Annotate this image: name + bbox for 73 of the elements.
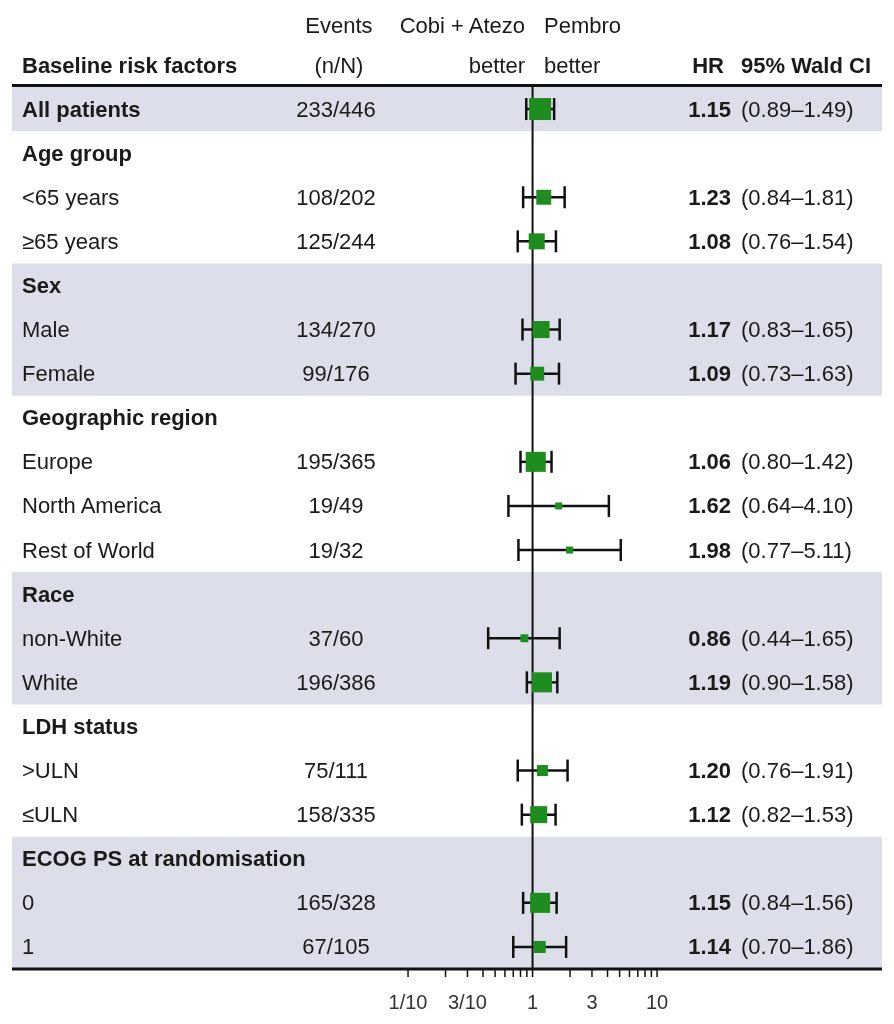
annotation: 1.62 <box>688 493 731 519</box>
annotation: 1.14 <box>688 934 732 960</box>
annotation: 19/32 <box>308 537 364 563</box>
y-tick-label: North America <box>22 493 163 519</box>
text: Pembro better <box>544 12 623 80</box>
annotation: (0.70–1.86) <box>741 934 854 960</box>
annotation: 1.12 <box>688 802 731 828</box>
annotation: 37/60 <box>308 625 364 651</box>
annotation: (0.76–1.91) <box>741 758 854 784</box>
annotation: 1.98 <box>688 537 731 563</box>
x-tick-label: 10 <box>645 991 669 1014</box>
text: Cobi + Atezo better <box>398 12 525 80</box>
y-tick-label: Male <box>22 317 70 343</box>
y-tick-label: White <box>22 669 79 695</box>
annotation: 1.06 <box>688 449 731 475</box>
annotation: 99/176 <box>302 361 370 387</box>
annotation: (0.77–5.11) <box>741 537 852 563</box>
y-tick-label: Rest of World <box>22 537 155 563</box>
annotation: 233/446 <box>296 96 376 122</box>
annotation: (0.83–1.65) <box>741 317 854 343</box>
text: Events (n/N) <box>304 12 374 80</box>
y-tick-label: non-White <box>22 625 123 651</box>
annotation: (0.84–1.81) <box>741 184 854 210</box>
annotation: 1.17 <box>688 317 731 343</box>
annotation: 1.09 <box>688 361 731 387</box>
y-tick-label: Age group <box>22 140 132 166</box>
annotation: 1.19 <box>688 669 731 695</box>
annotation: (0.64–4.10) <box>741 493 854 519</box>
y-tick-label: ECOG PS at randomisation <box>22 846 306 872</box>
annotation: 134/270 <box>296 317 376 343</box>
y-tick-label: <65 years <box>22 184 120 210</box>
annotation: (0.89–1.49) <box>741 96 854 122</box>
y-tick-label: 0 <box>22 890 35 916</box>
x-tick-label: 1/10 <box>388 991 428 1014</box>
annotation: 158/335 <box>296 802 376 828</box>
annotation: (0.90–1.58) <box>741 669 854 695</box>
text: HR <box>691 52 724 80</box>
annotation: 125/244 <box>296 228 376 254</box>
y-tick-label: Race <box>22 581 75 607</box>
annotation: (0.84–1.56) <box>741 890 854 916</box>
annotation: 0.86 <box>688 625 731 651</box>
annotation: 1.15 <box>688 890 731 916</box>
annotation: (0.44–1.65) <box>741 625 854 651</box>
annotation: 75/111 <box>303 758 369 784</box>
annotation: 195/365 <box>296 449 376 475</box>
y-tick-label: 1 <box>22 934 35 960</box>
annotation: (0.80–1.42) <box>741 449 854 475</box>
text: 95% Wald CI <box>741 52 872 80</box>
y-tick-label: All patients <box>22 96 141 122</box>
annotation: 108/202 <box>296 184 376 210</box>
annotation: 1.08 <box>688 228 731 254</box>
y-tick-label: Europe <box>22 449 93 475</box>
annotation: (0.73–1.63) <box>741 361 854 387</box>
y-tick-label: >ULN <box>22 758 79 784</box>
annotation: 1.20 <box>688 758 731 784</box>
annotation: 165/328 <box>296 890 376 916</box>
annotation: (0.82–1.53) <box>741 802 854 828</box>
annotation: 196/386 <box>296 669 376 695</box>
annotation: 67/105 <box>302 934 370 960</box>
y-tick-label: ≤ULN <box>22 802 79 828</box>
y-tick-label: ≥65 years <box>22 228 119 254</box>
y-axis-title: Baseline risk factors <box>22 52 238 80</box>
y-tick-label: Geographic region <box>22 405 218 431</box>
y-tick-label: LDH status <box>22 713 139 739</box>
y-tick-label: Sex <box>22 272 62 298</box>
y-tick-label: Female <box>22 361 96 387</box>
annotation: 19/49 <box>308 493 364 519</box>
annotation: (0.76–1.54) <box>741 228 854 254</box>
annotation: 1.23 <box>688 184 731 210</box>
x-tick-label: 3/10 <box>447 991 487 1014</box>
annotation: 1.15 <box>688 96 731 122</box>
x-tick-label: 3 <box>586 991 598 1014</box>
x-tick-label: 1 <box>527 991 539 1014</box>
